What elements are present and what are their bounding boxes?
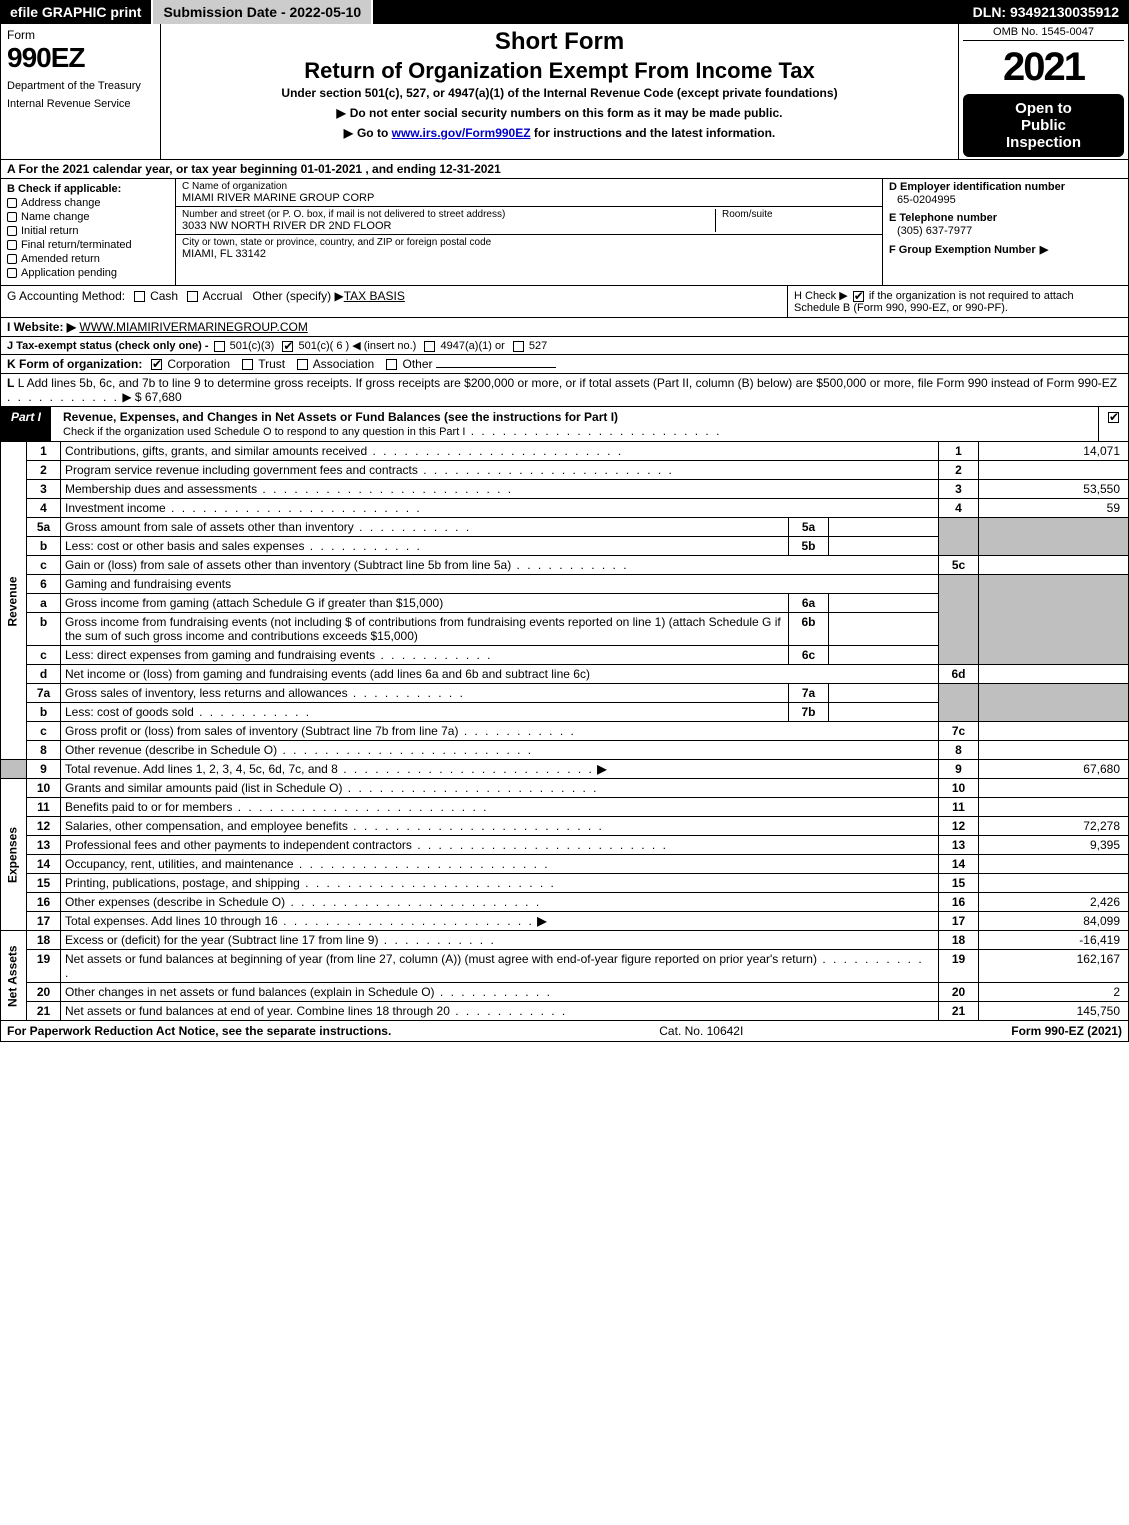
part-i-table: Revenue 1 Contributions, gifts, grants, …: [0, 442, 1129, 1021]
chk-527[interactable]: [513, 341, 524, 352]
footer-right: Form 990-EZ (2021): [1011, 1024, 1122, 1038]
chk-corporation[interactable]: [151, 359, 162, 370]
side-net-assets: Net Assets: [1, 931, 27, 1021]
omb-number: OMB No. 1545-0047: [963, 26, 1124, 41]
return-title: Return of Organization Exempt From Incom…: [169, 58, 950, 84]
line-l: L L Add lines 5b, 6c, and 7b to line 9 t…: [0, 374, 1129, 407]
line-h: H Check ▶ if the organization is not req…: [788, 286, 1128, 317]
efile-print[interactable]: efile GRAPHIC print: [0, 0, 153, 24]
line-j: J Tax-exempt status (check only one) - 5…: [0, 337, 1129, 355]
header-right: OMB No. 1545-0047 2021 Open to Public In…: [958, 24, 1128, 159]
footer-cat-no: Cat. No. 10642I: [659, 1024, 743, 1038]
street-row: Number and street (or P. O. box, if mail…: [176, 207, 882, 235]
form-number: 990EZ: [7, 42, 154, 74]
chk-amended-return[interactable]: Amended return: [7, 253, 169, 265]
gross-receipts: $ 67,680: [135, 390, 182, 404]
row-1-num: 1: [27, 442, 61, 461]
telephone: (305) 637-7977: [897, 225, 1122, 237]
short-form-title: Short Form: [169, 28, 950, 56]
notice-ssn: Do not enter social security numbers on …: [169, 106, 950, 120]
line-k: K Form of organization: Corporation Trus…: [0, 355, 1129, 374]
f-label: F Group Exemption Number: [889, 243, 1122, 256]
row-1-amt: 14,071: [979, 442, 1129, 461]
under-section: Under section 501(c), 527, or 4947(a)(1)…: [169, 86, 950, 100]
dept-treasury: Department of the Treasury: [7, 80, 154, 92]
dln: DLN: 93492130035912: [963, 0, 1129, 24]
chk-name-change[interactable]: Name change: [7, 211, 169, 223]
section-b: B Check if applicable: Address change Na…: [1, 179, 176, 285]
city-row: City or town, state or province, country…: [176, 235, 882, 262]
row-1-ln: 1: [939, 442, 979, 461]
block-b-through-f: B Check if applicable: Address change Na…: [0, 179, 1129, 286]
chk-other-org[interactable]: [386, 359, 397, 370]
row-1-desc: Contributions, gifts, grants, and simila…: [61, 442, 939, 461]
chk-501c[interactable]: [282, 341, 293, 352]
e-label: E Telephone number: [889, 212, 1122, 224]
side-expenses: Expenses: [1, 779, 27, 931]
lines-g-h: G Accounting Method: Cash Accrual Other …: [0, 286, 1129, 318]
part-i-header: Part I Revenue, Expenses, and Changes in…: [0, 407, 1129, 442]
form990ez-link[interactable]: www.irs.gov/Form990EZ: [392, 126, 531, 140]
footer-left: For Paperwork Reduction Act Notice, see …: [7, 1024, 391, 1038]
topbar-spacer: [373, 0, 963, 24]
form-word: Form: [7, 28, 154, 42]
chk-schedule-b-not-required[interactable]: [853, 291, 864, 302]
chk-application-pending[interactable]: Application pending: [7, 267, 169, 279]
chk-initial-return[interactable]: Initial return: [7, 225, 169, 237]
part-i-schedule-o-checkbox[interactable]: [1098, 407, 1128, 441]
header-mid: Short Form Return of Organization Exempt…: [161, 24, 958, 159]
line-i: I Website: ▶ WWW.MIAMIRIVERMARINEGROUP.C…: [0, 318, 1129, 337]
street-address: 3033 NW NORTH RIVER DR 2ND FLOOR: [182, 220, 709, 232]
d-label: D Employer identification number: [889, 181, 1122, 193]
submission-date: Submission Date - 2022-05-10: [153, 0, 373, 24]
chk-cash[interactable]: [134, 291, 145, 302]
part-i-title: Revenue, Expenses, and Changes in Net As…: [59, 407, 1098, 441]
chk-address-change[interactable]: Address change: [7, 197, 169, 209]
org-name: MIAMI RIVER MARINE GROUP CORP: [182, 192, 876, 204]
ein: 65-0204995: [897, 194, 1122, 206]
section-def: D Employer identification number 65-0204…: [883, 179, 1128, 285]
chk-trust[interactable]: [242, 359, 253, 370]
form-header: Form 990EZ Department of the Treasury In…: [0, 24, 1129, 160]
section-c: C Name of organization MIAMI RIVER MARIN…: [176, 179, 883, 285]
tax-year: 2021: [963, 41, 1124, 94]
side-revenue: Revenue: [1, 442, 27, 760]
page-footer: For Paperwork Reduction Act Notice, see …: [0, 1021, 1129, 1042]
top-bar: efile GRAPHIC print Submission Date - 20…: [0, 0, 1129, 24]
accounting-other: TAX BASIS: [344, 289, 405, 303]
chk-501c3[interactable]: [214, 341, 225, 352]
notice-goto: Go to www.irs.gov/Form990EZ for instruct…: [169, 126, 950, 140]
city-state-zip: MIAMI, FL 33142: [182, 248, 876, 260]
header-left: Form 990EZ Department of the Treasury In…: [1, 24, 161, 159]
open-to-public: Open to Public Inspection: [963, 94, 1124, 157]
chk-association[interactable]: [297, 359, 308, 370]
line-g: G Accounting Method: Cash Accrual Other …: [1, 286, 788, 317]
chk-final-return[interactable]: Final return/terminated: [7, 239, 169, 251]
dept-irs: Internal Revenue Service: [7, 98, 154, 110]
line-a-tax-year: A For the 2021 calendar year, or tax yea…: [0, 160, 1129, 179]
org-name-row: C Name of organization MIAMI RIVER MARIN…: [176, 179, 882, 207]
website[interactable]: WWW.MIAMIRIVERMARINEGROUP.COM: [79, 320, 307, 334]
b-label: B Check if applicable:: [7, 183, 169, 195]
chk-4947a1[interactable]: [424, 341, 435, 352]
part-i-tag: Part I: [1, 407, 51, 441]
chk-accrual[interactable]: [187, 291, 198, 302]
